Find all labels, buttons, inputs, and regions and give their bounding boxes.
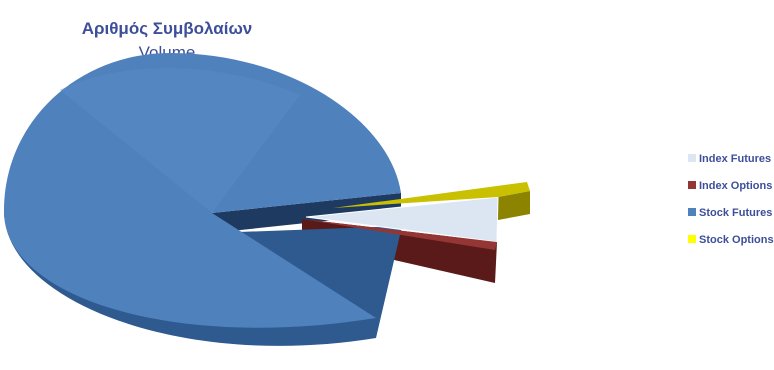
legend-item-stock-futures: Stock Futures <box>688 206 774 221</box>
legend-label-index-options: Index Options <box>699 180 773 192</box>
legend-swatch-stock-options <box>688 235 696 244</box>
chart-title: Αριθμός Συμβολαίων <box>81 19 253 38</box>
slice-index-options <box>302 219 497 250</box>
pie-slices <box>4 53 530 328</box>
legend-item-stock-options: Stock Options <box>688 233 774 248</box>
legend-label-stock-options: Stock Options <box>699 234 774 246</box>
legend-label-stock-futures: Stock Futures <box>699 207 773 219</box>
slice-index-futures <box>305 196 499 243</box>
side-stock-futures-inner <box>212 193 401 233</box>
slice-stock-options <box>333 182 530 208</box>
side-stock-options <box>498 191 530 220</box>
legend-swatch-stock-futures <box>688 208 696 217</box>
legend-item-index-futures: Index Futures <box>688 152 774 167</box>
legend-swatch-index-futures <box>688 154 696 163</box>
legend-item-index-options: Index Options <box>688 179 774 194</box>
legend-swatch-index-options <box>688 181 696 190</box>
legend: Index Futures Index Options Stock Future… <box>688 152 774 260</box>
slice-stock-futures-highlight <box>60 68 300 214</box>
legend-label-index-futures: Index Futures <box>699 153 772 165</box>
